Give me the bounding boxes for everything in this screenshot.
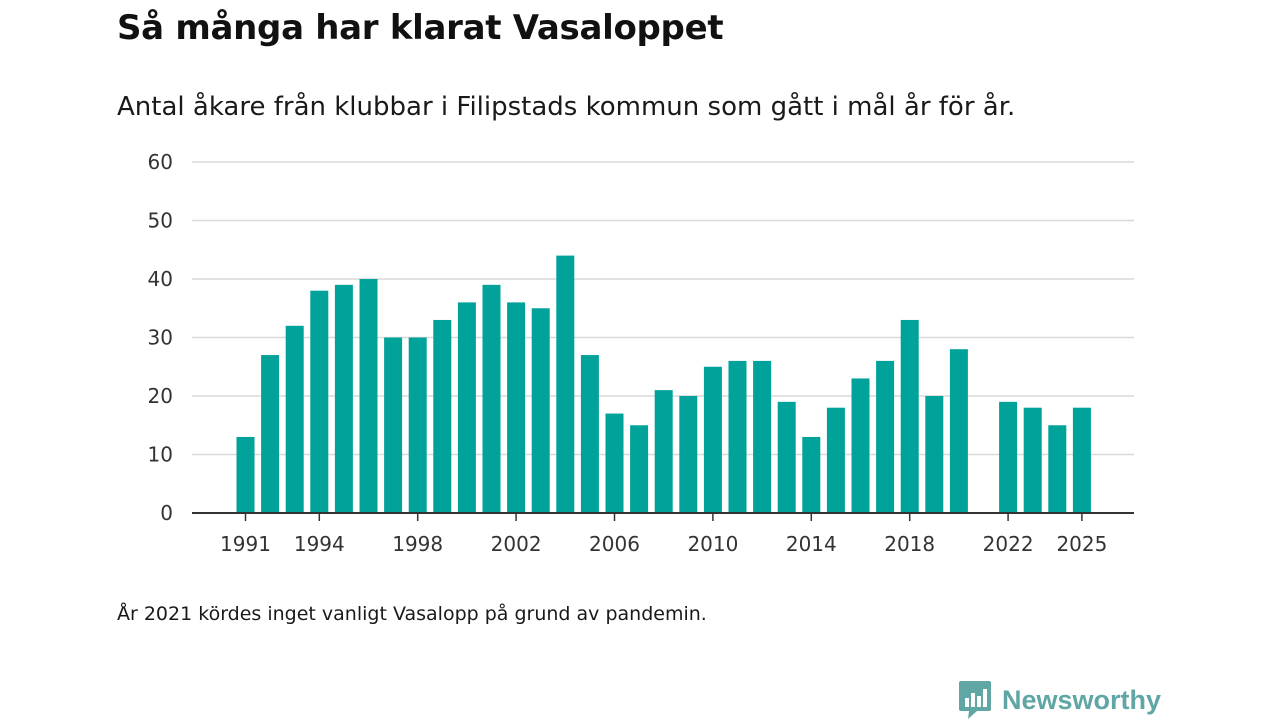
bars xyxy=(236,255,1091,513)
bar-2011 xyxy=(728,360,747,513)
bar-chart-bubble-icon xyxy=(959,681,991,719)
x-tick-label: 2006 xyxy=(589,532,640,556)
x-tick-label: 1994 xyxy=(294,532,345,556)
y-tick-label: 30 xyxy=(148,326,173,350)
bar-2009 xyxy=(679,396,698,513)
y-tick-label: 60 xyxy=(148,150,173,174)
bar-1993 xyxy=(285,325,304,513)
chart-subtitle: Antal åkare från klubbar i Filipstads ko… xyxy=(117,92,1016,122)
bar-2008 xyxy=(654,390,673,513)
x-tick-label: 2025 xyxy=(1056,532,1107,556)
y-axis-ticks: 0 10 20 30 40 50 60 xyxy=(148,150,173,525)
bar-2018 xyxy=(900,319,919,513)
footnote: År 2021 kördes inget vanligt Vasalopp på… xyxy=(117,603,707,625)
x-tick-label: 2022 xyxy=(983,532,1034,556)
y-tick-label: 40 xyxy=(148,267,173,291)
bar-2019 xyxy=(925,396,944,513)
bar-1999 xyxy=(433,319,452,513)
bar-1994 xyxy=(310,290,329,513)
bar-2020 xyxy=(949,349,968,513)
bar-2023 xyxy=(1023,407,1042,513)
y-tick-label: 20 xyxy=(148,384,173,408)
x-tick-label: 1998 xyxy=(392,532,443,556)
bar-1997 xyxy=(384,337,403,513)
bar-2005 xyxy=(580,355,599,513)
bar-2013 xyxy=(777,401,796,513)
bar-1998 xyxy=(408,337,427,513)
chart-title: Så många har klarat Vasaloppet xyxy=(117,8,724,48)
bar-2003 xyxy=(531,308,550,513)
bar-2012 xyxy=(753,360,772,513)
x-tick-label: 2010 xyxy=(687,532,738,556)
brand-logo: Newsworthy xyxy=(958,680,1161,720)
x-tick-label: 2014 xyxy=(786,532,837,556)
bar-2000 xyxy=(457,302,476,513)
bar-2014 xyxy=(802,436,821,513)
bar-2001 xyxy=(482,284,501,513)
bar-2004 xyxy=(556,255,575,513)
bar-1996 xyxy=(359,279,378,513)
bar-2007 xyxy=(630,425,649,513)
bar-2015 xyxy=(826,407,845,513)
bar-1992 xyxy=(261,355,280,513)
x-axis-ticks: 1991 1994 1998 2002 2006 2010 2014 2018 2022 2025 xyxy=(220,513,1107,556)
bar-2002 xyxy=(507,302,526,513)
x-tick-label: 2002 xyxy=(491,532,542,556)
y-tick-label: 50 xyxy=(148,209,173,233)
bar-2025 xyxy=(1072,407,1091,513)
bar-1991 xyxy=(236,436,255,513)
bar-2024 xyxy=(1048,425,1067,513)
y-tick-label: 0 xyxy=(160,501,173,525)
bar-chart: 0 10 20 30 40 50 60 1991 1994 1998 2002 2006 2010 20… xyxy=(148,150,1134,556)
x-tick-label: 1991 xyxy=(220,532,271,556)
brand-name: Newsworthy xyxy=(1002,684,1162,715)
bar-1995 xyxy=(334,284,353,513)
y-tick-label: 10 xyxy=(148,443,173,467)
bar-2010 xyxy=(703,366,722,513)
bar-2022 xyxy=(999,401,1018,513)
x-tick-label: 2018 xyxy=(884,532,935,556)
bar-2017 xyxy=(876,360,895,513)
bar-2016 xyxy=(851,378,870,513)
bar-2006 xyxy=(605,413,624,513)
